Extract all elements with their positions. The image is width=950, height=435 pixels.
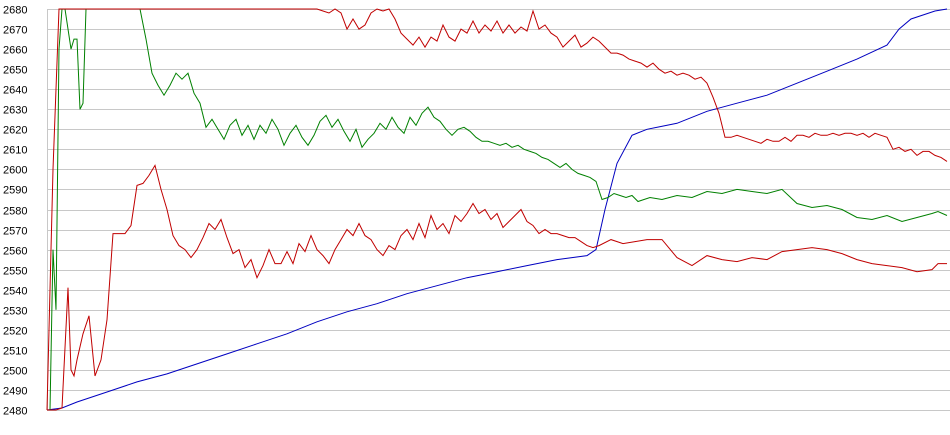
y-tick-label: 2630 [3,105,27,117]
y-tick-label: 2530 [3,306,27,318]
y-tick-label: 2540 [3,286,27,298]
y-tick-label: 2500 [3,366,27,378]
y-tick-label: 2660 [3,45,27,57]
y-tick-label: 2570 [3,226,27,238]
y-tick-label: 2550 [3,266,27,278]
y-tick-label: 2520 [3,326,27,338]
y-tick-label: 2580 [3,206,27,218]
y-tick-label: 2640 [3,85,27,97]
series-lines [46,8,948,411]
y-tick-label: 2600 [3,165,27,177]
y-tick-label: 2560 [3,246,27,258]
y-tick-label: 2610 [3,145,27,157]
series-line-1 [46,8,948,411]
series-line-4 [46,8,948,411]
y-tick-label: 2490 [3,386,27,398]
y-tick-label: 2650 [3,65,27,77]
y-tick-label: 2590 [3,185,27,197]
grid [47,9,950,411]
y-tick-label: 2480 [3,406,27,418]
y-tick-label: 2670 [3,25,27,37]
y-tick-label: 2680 [3,5,27,17]
y-tick-label: 2510 [3,346,27,358]
series-line-3 [47,164,947,411]
y-axis-ticks: 2480 2490 2500 2510 2520 2530 2540 2550 2560 2570… [3,5,27,418]
y-tick-label: 2620 [3,125,27,137]
